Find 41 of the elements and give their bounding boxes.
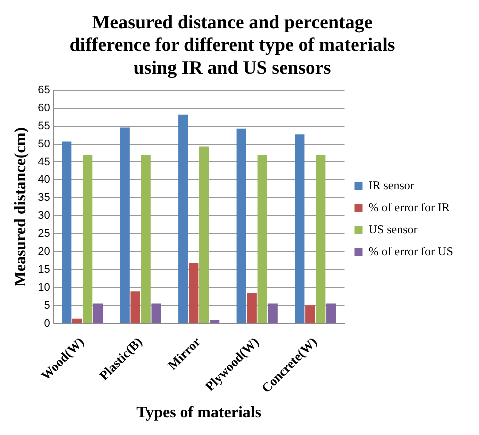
bar — [200, 146, 210, 324]
bar — [316, 155, 326, 324]
bar — [141, 155, 151, 324]
bar — [247, 293, 257, 324]
bar — [210, 320, 220, 324]
y-tick-label: 45 — [38, 156, 50, 168]
y-tick-label: 25 — [38, 228, 50, 240]
bar — [72, 318, 82, 324]
bar — [258, 155, 268, 324]
legend-label: IR sensor — [368, 178, 414, 193]
bar — [120, 128, 130, 324]
legend-label: % of error for IR — [368, 200, 450, 215]
y-tick-label: 30 — [38, 210, 50, 222]
bar — [152, 304, 162, 324]
bar — [93, 304, 104, 324]
legend-label: % of error for US — [368, 244, 454, 259]
y-tick-label: 5 — [44, 300, 50, 312]
y-tick-label: 40 — [38, 174, 50, 186]
bar — [189, 264, 199, 324]
y-tick-label: 0 — [44, 318, 50, 330]
y-tick-label: 15 — [38, 264, 50, 276]
bar — [306, 306, 316, 324]
y-tick-label: 20 — [38, 246, 50, 258]
bar — [62, 142, 72, 324]
y-tick-label: 55 — [38, 120, 50, 132]
chart-title: Measured distance and percentage difference for different type of materials using IR and US sensors — [70, 12, 396, 79]
bar — [178, 114, 188, 324]
bar — [268, 304, 278, 324]
bar — [82, 155, 93, 324]
y-tick-label: 65 — [38, 84, 50, 96]
y-tick-label: 50 — [38, 138, 50, 150]
legend-label: US sensor — [368, 222, 418, 237]
y-axis-title: Measured distance(cm) — [12, 128, 30, 287]
bar — [236, 128, 246, 324]
y-tick-label: 10 — [38, 282, 50, 294]
bar — [295, 134, 305, 324]
bar — [130, 292, 140, 324]
x-axis-title: Types of materials — [136, 404, 262, 422]
y-tick-label: 60 — [38, 102, 50, 114]
bar — [326, 304, 336, 324]
y-tick-label: 35 — [38, 192, 50, 204]
